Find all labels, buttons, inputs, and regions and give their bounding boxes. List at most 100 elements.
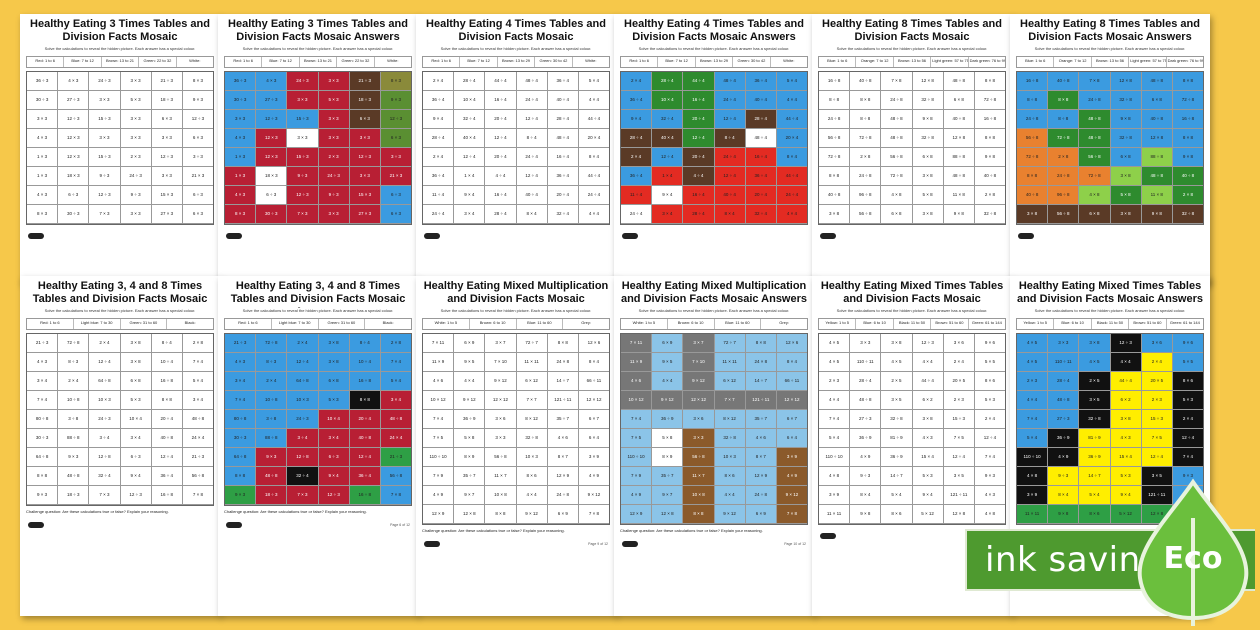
mosaic-cell: 7 × 10 [485, 353, 517, 372]
mosaic-cell: 7 × 5 [943, 429, 975, 448]
mosaic-cell: 32 ÷ 8 [974, 205, 1006, 224]
mosaic-cell: 7 × 10 [683, 353, 715, 372]
colour-key-entry: Red: 1 to 6 [225, 319, 272, 329]
mosaic-cell: 18 ÷ 3 [58, 486, 90, 505]
mosaic-cell: 121 ÷ 11 [547, 391, 579, 410]
mosaic-cell: 3 × 4 [182, 391, 214, 410]
mosaic-cell: 9 × 8 [974, 148, 1006, 167]
mosaic-cell: 12 × 12 [683, 391, 715, 410]
mosaic-cell: 8 ÷ 8 [850, 110, 882, 129]
mosaic-cell: 24 ÷ 3 [89, 72, 121, 91]
mosaic-cell: 16 ÷ 8 [1172, 110, 1204, 129]
mosaic-cell: 8 × 4 [1048, 486, 1080, 505]
mosaic-cell: 9 × 4 [652, 186, 684, 205]
colour-key-entry: Red: 1 to 6 [423, 57, 461, 67]
mosaic-cell: 48 ÷ 4 [516, 72, 548, 91]
page-number: Page 6 of 12 [390, 523, 410, 527]
mosaic-cell: 9 × 3 [974, 467, 1006, 486]
mosaic-cell: 6 ÷ 3 [256, 186, 288, 205]
mosaic-cell: 48 ÷ 8 [1141, 72, 1173, 91]
mosaic-cell: 44 ÷ 4 [912, 372, 944, 391]
mosaic-cell: 3 × 3 [151, 129, 183, 148]
mosaic-cell: 10 × 8 [485, 486, 517, 505]
colour-key-entry: White: [585, 58, 597, 63]
challenge-question: Challenge question: Are these calculatio… [26, 509, 169, 514]
mosaic-cell: 2 × 4 [943, 353, 975, 372]
mosaic-cell: 12 × 6 [776, 334, 808, 353]
mosaic-cell: 3 × 5 [881, 391, 913, 410]
page-footer [226, 233, 410, 239]
mosaic-cell: 8 × 4 [776, 353, 808, 372]
mosaic-cell: 2 × 3 [943, 391, 975, 410]
mosaic-cell: 24 ÷ 8 [547, 486, 579, 505]
mosaic-cell: 14 ÷ 7 [547, 372, 579, 391]
mosaic-cell: 8 × 4 [714, 205, 746, 224]
mosaic-cell: 3 × 8 [912, 410, 944, 429]
mosaic-cell: 6 × 2 [1110, 391, 1142, 410]
mosaic-cell: 7 × 4 [423, 410, 455, 429]
mosaic-cell: 12 ÷ 4 [714, 167, 746, 186]
mosaic-cell: 21 ÷ 3 [151, 72, 183, 91]
mosaic-cell: 3 ÷ 8 [58, 410, 90, 429]
mosaic-cell: 16 ÷ 4 [485, 91, 517, 110]
mosaic-cell: 40 ÷ 4 [516, 186, 548, 205]
mosaic-cell: 4 × 5 [819, 334, 851, 353]
mosaic-cell: 32 ÷ 4 [287, 467, 319, 486]
mosaic-cell: 3 × 3 [349, 167, 381, 186]
mosaic-cell: 9 ÷ 3 [318, 186, 350, 205]
worksheet-instructions: Solve the calculations to reveal the hid… [1034, 308, 1186, 313]
mosaic-cell: 9 × 3 [182, 91, 214, 110]
mosaic-cell: 56 ÷ 8 [182, 467, 214, 486]
mosaic-cell: 3 × 5 [1079, 391, 1111, 410]
mosaic-cell: 9 × 4 [912, 486, 944, 505]
mosaic-cell: 5 × 8 [912, 186, 944, 205]
mosaic-cell: 11 × 9 [621, 353, 653, 372]
mosaic-cell: 9 × 5 [454, 353, 486, 372]
mosaic-cell: 10 × 3 [714, 448, 746, 467]
mosaic-cell: 121 ÷ 11 [1141, 486, 1173, 505]
mosaic-cell: 2 × 4 [89, 334, 121, 353]
mosaic-cell: 12 × 12 [578, 391, 610, 410]
colour-key-entry: Yellow: 1 to 5 [1017, 319, 1055, 329]
mosaic-cell: 4 × 4 [776, 91, 808, 110]
colour-key-entry: Blue: 7 to 12 [460, 57, 498, 67]
mosaic-cell: 80 ÷ 8 [27, 410, 59, 429]
mosaic-row: 10 × 12 9 × 12 12 × 12 7 × 7 121 ÷ 11 12 × 12 [423, 391, 610, 410]
mosaic-cell: 12 ÷ 4 [683, 129, 715, 148]
mosaic-cell: 2 × 5 [881, 372, 913, 391]
colour-key-entry: Blue: 6 to 10 [856, 319, 894, 329]
mosaic-cell: 2 × 4 [621, 148, 653, 167]
worksheet-title: Healthy Eating Mixed Multiplication and … [423, 280, 609, 305]
mosaic-cell: 9 ÷ 3 [850, 467, 882, 486]
mosaic-cell: 8 × 8 [850, 91, 882, 110]
mosaic-cell: 4 × 8 [819, 467, 851, 486]
mosaic-cell: 12 ÷ 3 [349, 148, 381, 167]
mosaic-cell: 40 ÷ 8 [943, 110, 975, 129]
mosaic-cell: 8 × 6 [714, 467, 746, 486]
mosaic-cell: 8 ÷ 4 [516, 129, 548, 148]
mosaic-cell: 48 ÷ 8 [1048, 391, 1080, 410]
mosaic-cell: 8 × 6 [974, 372, 1006, 391]
mosaic-cell: 6 × 8 [1110, 148, 1142, 167]
mosaic-cell: 6 ÷ 3 [120, 448, 152, 467]
mosaic-cell: 5 × 3 [120, 391, 152, 410]
mosaic-cell: 21 × 3 [380, 167, 412, 186]
mosaic-cell: 48 ÷ 4 [714, 72, 746, 91]
worksheet-title: Healthy Eating 3 Times Tables and Divisi… [30, 18, 210, 43]
mosaic-cell: 6 × 8 [120, 372, 152, 391]
mosaic-cell: 21 ÷ 3 [27, 334, 59, 353]
mosaic-cell: 4 × 5 [1017, 334, 1049, 353]
mosaic-cell: 36 ÷ 9 [881, 448, 913, 467]
